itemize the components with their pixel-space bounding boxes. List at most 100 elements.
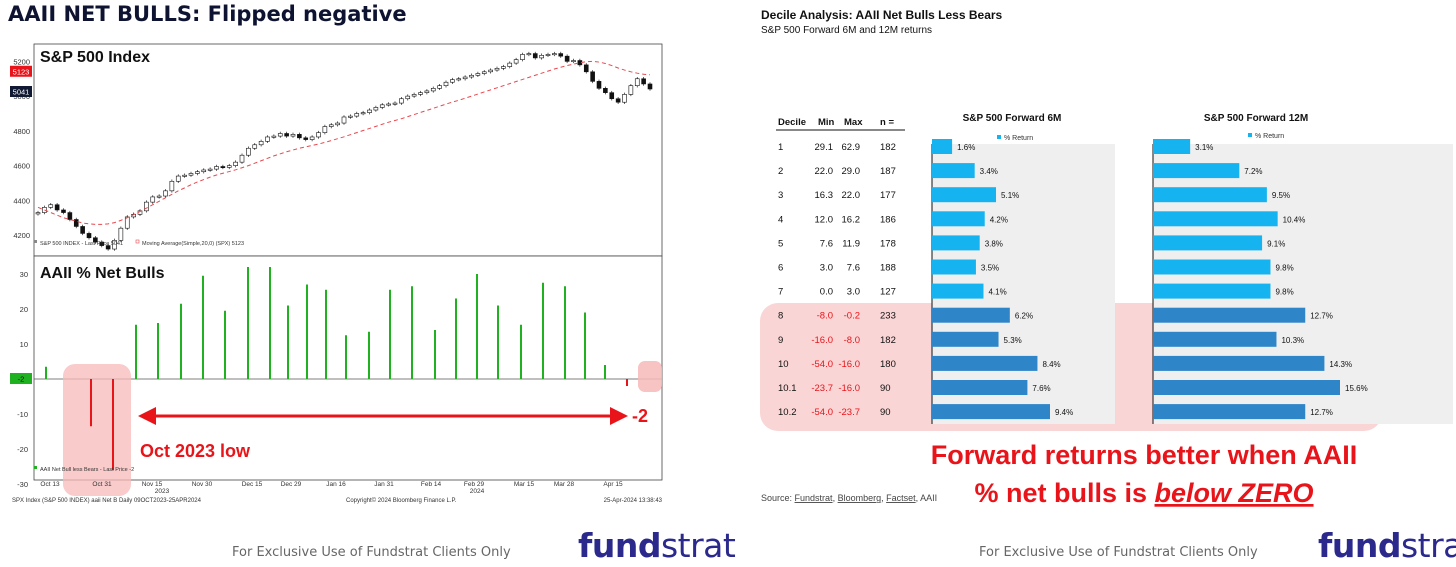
spx-candle [430,88,436,92]
table-decile-cell: 2 [778,166,783,177]
aaii-ytick-label: 30 [20,270,28,279]
return-12m-label: 12.7% [1310,408,1333,417]
table-header-cell: Max [844,117,863,128]
spx-candle [328,124,334,127]
return-12m-bar [1153,283,1271,299]
aaii-low-annotation: Oct 2023 low [140,441,251,461]
spx-candle [558,53,564,57]
spx-candle [297,134,302,139]
spx-candle [265,136,270,142]
spx-candle [399,98,404,104]
spx-ytick-label: 4200 [13,231,30,240]
return-12m-bar [1153,163,1240,179]
spx-candle [628,85,634,95]
spx-candle [443,81,449,87]
spx-legend-swatch-ma [135,239,140,244]
spx-candle [258,141,264,146]
spx-candle [520,54,525,60]
spx-candle [462,76,468,80]
return-12m-bar [1153,380,1340,395]
exclusive-note-left: For Exclusive Use of Fundstrat Clients O… [232,545,511,560]
return-6m-label: 5.3% [1004,336,1022,345]
return-12m-bar [1153,259,1271,275]
spx-candle [163,190,168,197]
table-header-cell: Decile [778,117,806,128]
table-n-cell: 177 [880,190,896,201]
table-n-cell: 188 [880,263,896,274]
panel-6m-title: S&P 500 Forward 6M [963,113,1062,124]
spx-candle [61,209,66,213]
spx-candle [54,204,60,211]
spx-candle [93,237,98,243]
return-6m-label: 3.5% [981,264,999,273]
spx-candle [220,166,226,169]
table-decile-cell: 10.1 [778,383,797,394]
table-min-cell: 0.0 [820,287,833,298]
spx-candle [73,219,79,227]
spx-candle [309,136,315,140]
table-max-cell: -16.0 [838,383,860,394]
source-prefix: Source: [761,493,795,503]
return-6m-label: 5.1% [1001,191,1019,200]
source-note: Source: Fundstrat, Bloomberg, Factset, A… [761,493,937,503]
table-min-cell: 7.6 [820,238,833,249]
source-item: Factset [886,493,916,503]
spx-candle [80,226,85,234]
spx-candle [609,92,615,100]
spx-candle [48,204,54,208]
table-max-cell: -8.0 [844,335,860,346]
return-6m-label: 4.2% [990,215,1008,224]
spx-candle [507,62,513,67]
aaii-xtick-label: Oct 31 [92,481,112,488]
table-header-cell: Min [818,117,835,128]
brand-regular: strat [1400,526,1456,565]
return-12m-label: 9.1% [1267,239,1285,248]
table-min-cell: 29.1 [815,142,834,153]
return-6m-bar [932,187,997,203]
aaii-last-annotation: -2 [632,406,648,426]
spx-candle [603,88,608,93]
spx-ma-tag-bg [10,65,32,77]
spx-candle [539,54,544,59]
spx-candle [271,135,277,138]
spx-candle [348,115,353,118]
aaii-legend: AAII Net Bull less Bears - Last Price -2 [40,467,134,473]
return-6m-bar [932,283,984,299]
return-12m-label: 9.8% [1275,264,1293,273]
exclusive-note-right: For Exclusive Use of Fundstrat Clients O… [979,545,1258,560]
return-12m-label: 9.8% [1275,288,1293,297]
spx-candle [526,53,532,56]
panel-12m-legend: % Return [1255,133,1284,140]
spx-candle [86,233,92,239]
table-max-cell: 16.2 [842,214,861,225]
spx-ytick-label: 4600 [13,162,30,171]
spx-candle [42,207,47,213]
spx-candle [367,109,372,113]
brand-bold: fund [578,526,661,565]
return-6m-bar [932,235,980,251]
return-6m-label: 3.4% [980,167,998,176]
return-6m-label: 8.4% [1042,360,1060,369]
spx-candle [201,169,207,173]
aaii-xtick-label: Apr 15 [603,481,623,488]
spx-candle [615,98,621,103]
spx-candle [284,133,289,137]
aaii-ytick-label: -10 [17,410,28,419]
spx-candle [246,147,251,156]
aaii-xtick-label: Mar 28 [554,481,575,488]
table-max-cell: 29.0 [842,166,861,177]
spx-candle [392,102,398,105]
return-6m-bar [932,404,1050,420]
brand-regular: strat [660,526,736,565]
spx-candle [303,137,309,140]
spx-candle [195,171,200,174]
spx-candle [316,132,321,138]
return-6m-bar [932,163,975,179]
spx-plot-frame [33,43,663,257]
decile-subtitle: S&P 500 Forward 6M and 12M returns [761,25,932,36]
spx-candle [418,92,423,95]
table-header-cell: n = [880,117,894,128]
table-n-cell: 182 [880,142,896,153]
table-min-cell: 22.0 [815,166,834,177]
table-n-cell: 90 [880,407,891,418]
